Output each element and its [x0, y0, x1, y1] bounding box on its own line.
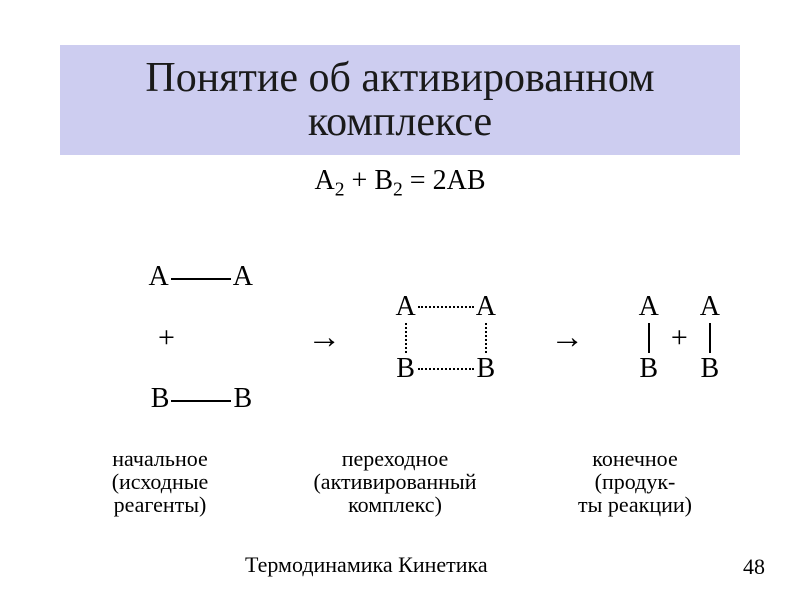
bond-AB	[648, 323, 650, 353]
molecule-B2: BB	[81, 357, 252, 441]
bond-dash-AB-right	[485, 323, 487, 353]
atom-B: B	[151, 383, 170, 414]
bond-dash-AB-left	[405, 323, 407, 353]
atom-B: B	[396, 353, 415, 385]
reaction-equation: А2 + В2 = 2АВ	[0, 165, 800, 202]
molecule-A2: AA	[80, 235, 253, 319]
stage-labels-row: начальное (исходные реагенты) переходное…	[80, 447, 720, 516]
activated-complex: A A B B	[396, 291, 496, 385]
slide-footer: Термодинамика Кинетика 48	[245, 554, 765, 580]
label-transition: переходное (активированный комплекс)	[280, 447, 510, 516]
stage-transition: A A B B	[396, 291, 496, 385]
atom-B: B	[701, 353, 720, 385]
atom-B: B	[477, 353, 496, 385]
products: A B + A B	[639, 291, 720, 385]
stage-final: A B + A B	[639, 291, 720, 385]
eq-A: А	[314, 165, 334, 196]
molecule-AB-1: A B	[639, 291, 659, 385]
reaction-diagram: AA + BB → A A B B	[80, 235, 720, 516]
arrow-icon: →	[544, 319, 590, 357]
arrow-icon: →	[301, 319, 347, 357]
eq-B-sub: 2	[393, 180, 403, 201]
slide-title: Понятие об активированном комплексе	[60, 56, 740, 144]
molecule-AB-2: A B	[700, 291, 720, 385]
page-number: 48	[743, 554, 765, 580]
eq-A-sub: 2	[335, 180, 345, 201]
bond-dash-BB	[418, 368, 474, 370]
bond-AB	[709, 323, 711, 353]
footer-text: Термодинамика Кинетика	[245, 554, 495, 576]
slide: Понятие об активированном комплексе А2 +…	[0, 0, 800, 600]
stage-initial: AA + BB	[80, 235, 253, 441]
atom-A: A	[396, 291, 416, 323]
atom-B: B	[233, 383, 252, 414]
atom-A: A	[639, 291, 659, 323]
eq-plus: +	[345, 165, 375, 196]
diagram-row: AA + BB → A A B B	[80, 235, 720, 441]
label-final: конечное (продук- ты реакции)	[550, 447, 720, 516]
bond-BB	[171, 400, 231, 402]
label-initial: начальное (исходные реагенты)	[80, 447, 240, 516]
atom-A: A	[148, 261, 168, 292]
eq-rhs: 2АВ	[433, 165, 486, 196]
title-band: Понятие об активированном комплексе	[60, 45, 740, 155]
bond-AA	[171, 278, 231, 280]
atom-A: A	[700, 291, 720, 323]
atom-A: A	[476, 291, 496, 323]
eq-eq: =	[403, 165, 433, 196]
plus-sign: +	[671, 321, 688, 355]
bond-dash-AA	[418, 306, 474, 308]
atom-A: A	[233, 261, 253, 292]
eq-B: В	[374, 165, 393, 196]
plus-sign: +	[158, 321, 175, 355]
atom-B: B	[639, 353, 658, 385]
